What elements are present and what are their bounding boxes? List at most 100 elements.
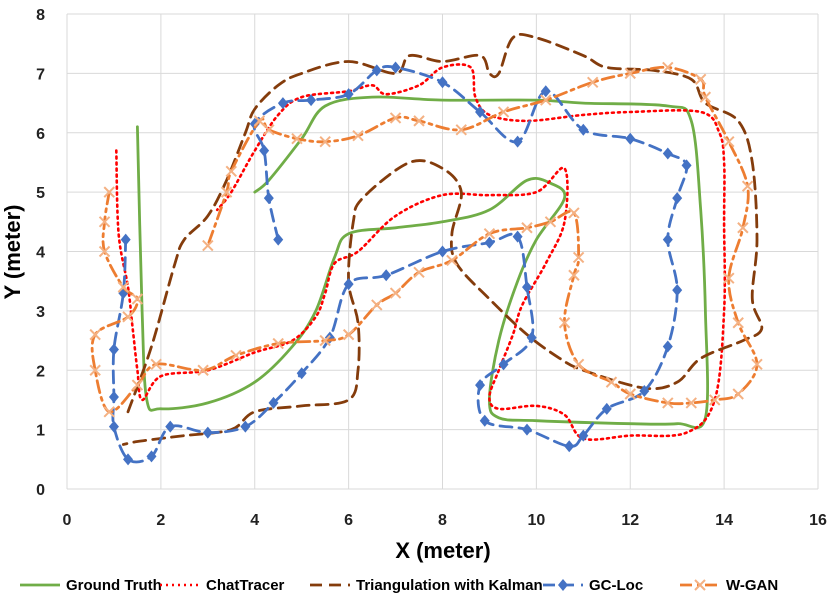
point-w-gan xyxy=(117,281,130,293)
legend-label: Triangulation with Kalman xyxy=(356,577,543,594)
point-w-gan xyxy=(568,207,580,219)
x-tick-label: 12 xyxy=(621,512,639,529)
point-gc-loc xyxy=(123,453,134,466)
point-gc-loc xyxy=(564,440,575,453)
point-w-gan xyxy=(455,124,467,136)
point-gc-loc xyxy=(268,396,279,409)
point-w-gan xyxy=(253,115,266,127)
y-tick-label: 4 xyxy=(36,245,45,262)
point-gc-loc xyxy=(540,85,551,98)
point-gc-loc xyxy=(343,88,354,101)
point-w-gan xyxy=(723,272,735,284)
point-w-gan xyxy=(662,61,674,74)
point-w-gan xyxy=(446,254,458,267)
series-line-chattracer xyxy=(115,63,727,441)
point-gc-loc xyxy=(512,135,523,148)
point-gc-loc xyxy=(479,414,490,427)
point-gc-loc xyxy=(120,233,131,246)
x-tick-label: 4 xyxy=(250,512,259,529)
y-axis-title: Y (meter) xyxy=(0,205,25,300)
y-tick-label: 6 xyxy=(36,126,45,143)
point-w-gan xyxy=(741,180,754,192)
point-w-gan xyxy=(521,222,533,234)
point-gc-loc xyxy=(601,402,612,415)
point-gc-loc xyxy=(498,358,509,371)
point-w-gan xyxy=(662,397,674,409)
legend-item-gc-loc: GC-Loc xyxy=(543,577,643,594)
point-gc-loc xyxy=(662,147,673,160)
y-tick-label: 5 xyxy=(36,185,45,202)
y-tick-label: 2 xyxy=(36,363,45,380)
point-gc-loc xyxy=(165,420,176,433)
x-tick-label: 16 xyxy=(809,512,827,529)
point-w-gan xyxy=(98,216,111,228)
point-w-gan xyxy=(89,364,101,376)
point-gc-loc xyxy=(296,367,307,380)
point-w-gan xyxy=(544,216,557,228)
legend-label: GC-Loc xyxy=(589,577,643,594)
point-gc-loc xyxy=(277,97,288,110)
series-ground-truth xyxy=(136,95,710,430)
point-gc-loc xyxy=(475,379,486,392)
point-w-gan xyxy=(150,358,162,371)
point-w-gan xyxy=(685,397,697,409)
legend: Ground Truth ChatTracer Triangulation with… xyxy=(20,577,778,594)
point-gc-loc xyxy=(146,450,157,463)
point-w-gan xyxy=(624,388,636,400)
legend-item-triangulation-with-kalman: Triangulation with Kalman xyxy=(310,577,543,594)
point-w-gan xyxy=(540,94,552,106)
y-tick-label: 7 xyxy=(36,66,45,83)
point-w-gan xyxy=(272,337,284,350)
legend-marker xyxy=(694,579,706,591)
point-w-gan xyxy=(694,73,707,86)
point-w-gan xyxy=(737,222,749,234)
series-w-gan xyxy=(89,61,763,418)
series-line-w-gan xyxy=(90,65,759,414)
legend-item-ground-truth: Ground Truth xyxy=(20,577,162,594)
x-tick-label: 2 xyxy=(156,512,165,529)
legend-label: Ground Truth xyxy=(66,577,162,594)
point-w-gan xyxy=(319,135,331,148)
point-gc-loc xyxy=(249,117,260,130)
legend-label: ChatTracer xyxy=(206,577,285,594)
point-w-gan xyxy=(699,91,712,103)
series-lines xyxy=(89,32,764,466)
point-w-gan xyxy=(103,186,115,198)
y-tick-label: 1 xyxy=(36,423,45,440)
point-w-gan xyxy=(342,328,355,341)
series-gc-loc xyxy=(108,61,692,466)
point-gc-loc xyxy=(639,385,650,398)
x-tick-label: 10 xyxy=(527,512,545,529)
point-gc-loc xyxy=(662,233,673,246)
point-w-gan xyxy=(572,251,585,264)
point-w-gan xyxy=(497,106,510,118)
point-gc-loc xyxy=(259,144,270,157)
series-line-triangulation-with-kalman xyxy=(121,32,764,446)
point-w-gan xyxy=(98,245,111,258)
point-w-gan xyxy=(558,317,571,329)
point-gc-loc xyxy=(108,390,119,403)
point-gc-loc xyxy=(240,420,251,433)
legend-item-w-gan: W-GAN xyxy=(680,577,778,594)
point-w-gan xyxy=(732,317,744,329)
point-w-gan xyxy=(220,186,233,198)
point-gc-loc xyxy=(578,429,589,442)
point-gc-loc xyxy=(306,94,317,107)
point-gc-loc xyxy=(512,230,523,243)
point-w-gan xyxy=(263,124,275,136)
legend-label: W-GAN xyxy=(726,577,778,594)
point-gc-loc xyxy=(202,426,213,439)
point-gc-loc xyxy=(273,233,284,246)
point-gc-loc xyxy=(381,269,392,282)
point-w-gan xyxy=(197,364,209,376)
series-line-ground-truth xyxy=(136,95,710,430)
point-gc-loc xyxy=(437,76,448,89)
series-triangulation-with-kalman xyxy=(121,32,764,446)
point-w-gan xyxy=(225,165,237,178)
point-gc-loc xyxy=(263,192,274,205)
point-w-gan xyxy=(605,376,618,388)
point-gc-loc xyxy=(521,281,532,294)
point-gc-loc xyxy=(662,340,673,353)
point-w-gan xyxy=(389,112,402,124)
